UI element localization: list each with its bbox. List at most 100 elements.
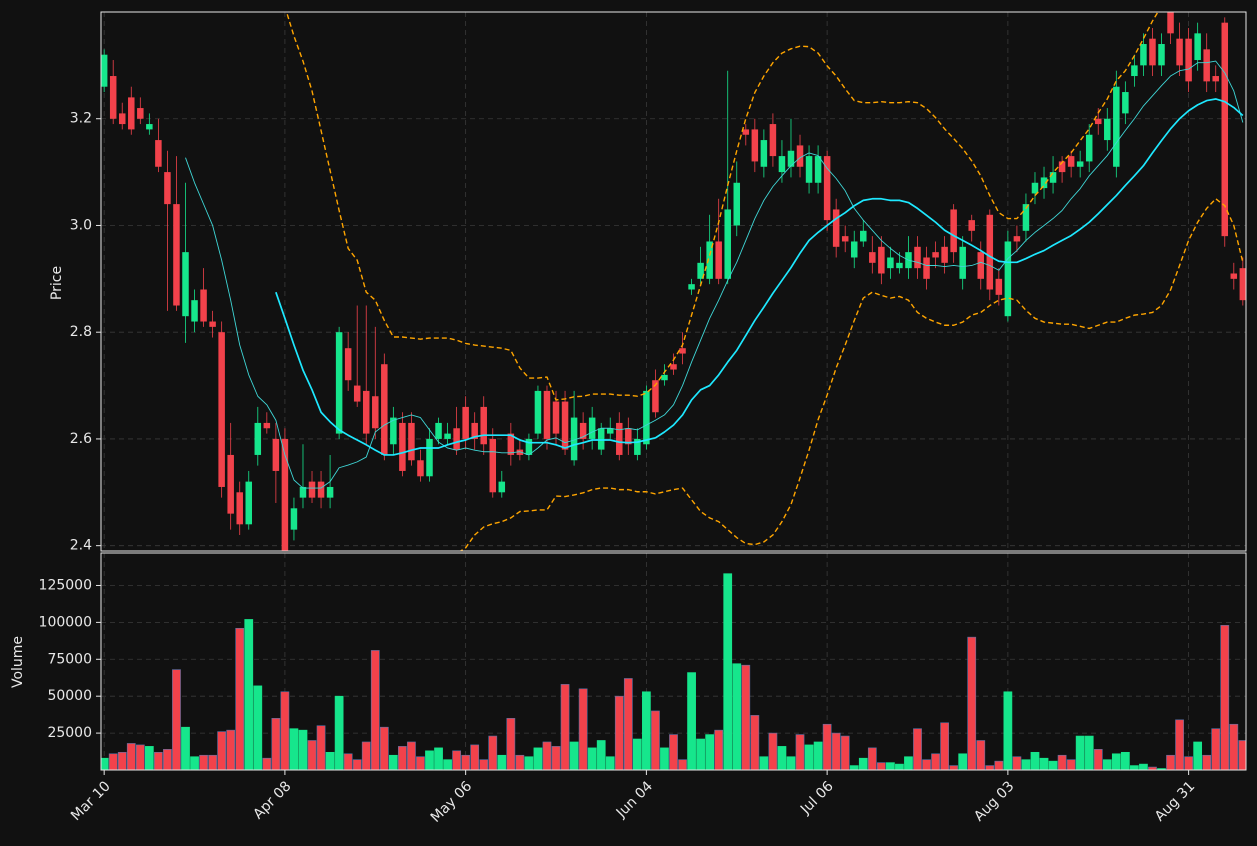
volume-bar	[904, 756, 913, 770]
candle-body	[923, 257, 930, 279]
volume-bar	[135, 744, 145, 770]
volume-bar	[1012, 756, 1022, 770]
candle-body	[914, 246, 921, 269]
volume-bar	[1093, 749, 1103, 770]
volume-bar	[1202, 754, 1212, 770]
candle-body	[616, 422, 623, 455]
candle-body	[1067, 156, 1075, 167]
volume-bar	[949, 765, 959, 770]
volume-bar	[262, 757, 272, 770]
candle-body	[1230, 273, 1238, 279]
candle-body	[841, 236, 849, 242]
volume-bar	[994, 760, 1004, 770]
volume-bar	[651, 710, 660, 770]
candle-body	[950, 209, 957, 253]
candle-body	[507, 433, 515, 455]
candle-body	[1031, 182, 1039, 194]
candle-body	[1040, 177, 1048, 189]
volume-bar	[867, 747, 877, 770]
volume-bar	[913, 728, 922, 770]
candle-body	[742, 129, 750, 135]
candle-body	[850, 241, 858, 258]
candle-body	[308, 481, 316, 498]
volume-bar	[1130, 765, 1139, 770]
candle-body	[408, 422, 415, 461]
volume-bar	[623, 678, 633, 770]
volume-bar	[1003, 691, 1013, 770]
volume-bar	[398, 746, 407, 770]
candle-body	[1013, 236, 1021, 242]
candle-body	[597, 428, 605, 450]
volume-bar	[831, 732, 841, 770]
candle-body	[932, 252, 939, 258]
candle-body	[588, 417, 596, 439]
candle-body	[462, 406, 469, 439]
candle-body	[661, 374, 668, 381]
volume-bar	[1084, 735, 1094, 770]
y-axis-label: Price	[49, 266, 65, 300]
candle-body	[1058, 161, 1066, 173]
volume-bar	[1238, 740, 1246, 770]
candle-body	[128, 97, 135, 130]
volume-bar	[199, 754, 208, 770]
candle-body	[227, 454, 234, 514]
volume-bar	[470, 744, 480, 770]
candle-body	[489, 438, 497, 493]
volume-tick-label: 75000	[47, 651, 92, 667]
candle-body	[534, 390, 542, 434]
candle-body	[390, 417, 397, 445]
candle-body	[381, 364, 388, 455]
volume-bar	[1021, 759, 1031, 770]
candle-body	[1149, 38, 1156, 66]
volume-bar	[723, 573, 733, 770]
candle-body	[941, 246, 948, 263]
candle-body	[1212, 76, 1219, 82]
volume-bar	[1166, 754, 1175, 770]
volume-bar	[443, 759, 452, 770]
volume-bar	[759, 756, 769, 770]
volume-bar	[244, 619, 254, 770]
volume-bar	[217, 731, 227, 770]
volume-bar	[235, 627, 245, 770]
candle-body	[896, 262, 903, 269]
volume-bar	[858, 757, 868, 770]
candle-body	[860, 230, 867, 242]
volume-bar	[768, 732, 778, 770]
volume-tick-label: 25000	[47, 725, 92, 741]
volume-bar	[687, 672, 696, 770]
volume-bar	[931, 753, 940, 770]
volume-bar	[425, 750, 434, 770]
volume-bar	[813, 741, 823, 770]
candle-body	[579, 422, 587, 439]
candle-body	[290, 508, 298, 530]
volume-frame	[100, 552, 1247, 771]
candle-body	[1104, 118, 1111, 141]
candle-body	[968, 220, 975, 231]
candle-body	[525, 438, 533, 455]
volume-bar	[660, 747, 669, 770]
candle-body	[453, 428, 460, 450]
candle-body	[869, 252, 876, 263]
volume-bar	[578, 688, 588, 770]
volume-bar	[163, 749, 172, 770]
volume-bar	[1120, 751, 1130, 770]
volume-bar	[117, 751, 127, 770]
volume-bar	[461, 754, 471, 770]
volume-bar	[714, 729, 724, 770]
candle-body	[1239, 268, 1246, 301]
volume-bar	[108, 753, 118, 770]
volume-bar	[1057, 754, 1067, 770]
candle-body	[1131, 65, 1138, 77]
volume-bar	[985, 765, 995, 770]
volume-bar	[280, 691, 290, 770]
candle-body	[787, 150, 795, 167]
candle-body	[552, 401, 560, 434]
volume-bar	[605, 756, 615, 770]
candle-body	[155, 140, 162, 167]
candle-body	[778, 156, 786, 173]
volume-bar	[876, 762, 886, 770]
volume-bar	[307, 740, 317, 770]
candle-body	[670, 364, 677, 370]
candle-body	[254, 422, 262, 455]
